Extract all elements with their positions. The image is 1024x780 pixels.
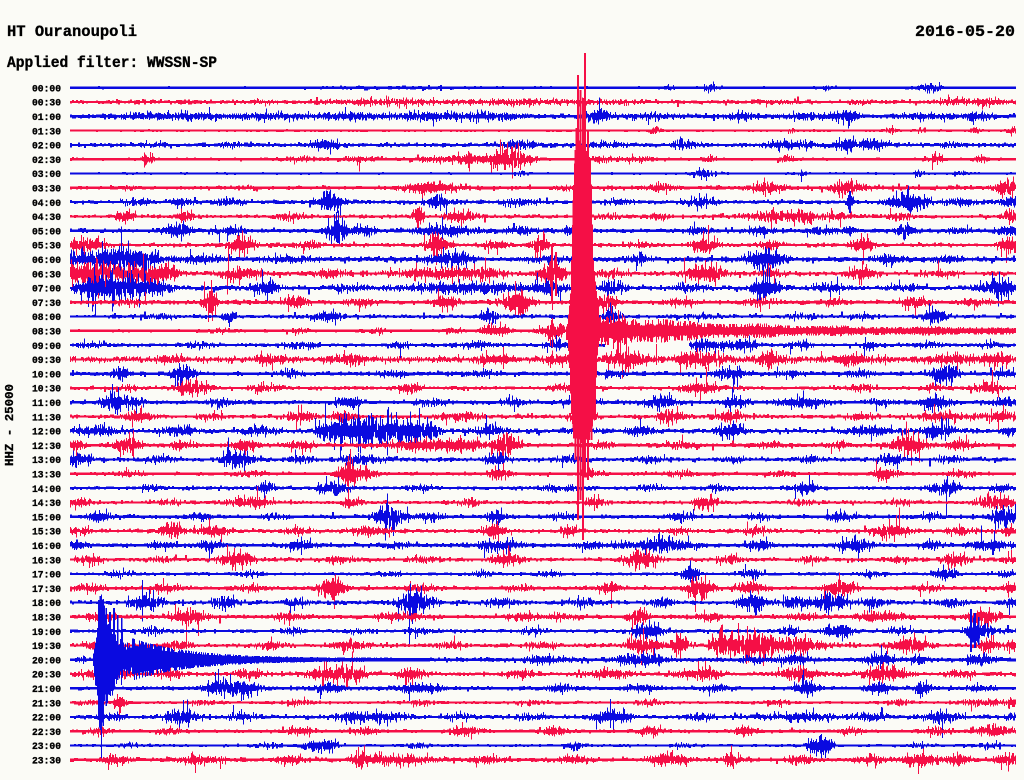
svg-text:20:00: 20:00 bbox=[32, 655, 61, 667]
svg-text:06:30: 06:30 bbox=[32, 269, 61, 281]
svg-text:06:00: 06:00 bbox=[32, 255, 61, 267]
svg-text:02:00: 02:00 bbox=[32, 141, 61, 153]
svg-text:Applied filter: WWSSN-SP: Applied filter: WWSSN-SP bbox=[7, 54, 217, 72]
svg-text:20:30: 20:30 bbox=[32, 670, 61, 682]
svg-text:13:00: 13:00 bbox=[32, 455, 61, 467]
svg-text:19:00: 19:00 bbox=[32, 627, 61, 639]
svg-text:HHZ - 25000: HHZ - 25000 bbox=[3, 384, 17, 466]
svg-text:13:30: 13:30 bbox=[32, 470, 61, 482]
svg-text:00:30: 00:30 bbox=[32, 98, 61, 110]
svg-text:22:00: 22:00 bbox=[32, 713, 61, 725]
svg-text:21:00: 21:00 bbox=[32, 684, 61, 696]
svg-text:02:30: 02:30 bbox=[32, 155, 61, 167]
svg-text:14:00: 14:00 bbox=[32, 484, 61, 496]
svg-text:15:30: 15:30 bbox=[32, 527, 61, 539]
svg-text:11:00: 11:00 bbox=[32, 398, 61, 410]
svg-text:23:00: 23:00 bbox=[32, 741, 61, 753]
svg-text:18:30: 18:30 bbox=[32, 613, 61, 625]
svg-text:15:00: 15:00 bbox=[32, 512, 61, 524]
svg-text:HT Ouranoupoli: HT Ouranoupoli bbox=[7, 23, 137, 41]
svg-text:01:00: 01:00 bbox=[32, 112, 61, 124]
svg-text:05:30: 05:30 bbox=[32, 241, 61, 253]
svg-text:09:00: 09:00 bbox=[32, 341, 61, 353]
svg-text:22:30: 22:30 bbox=[32, 727, 61, 739]
svg-text:07:30: 07:30 bbox=[32, 298, 61, 310]
svg-text:09:30: 09:30 bbox=[32, 355, 61, 367]
svg-text:12:00: 12:00 bbox=[32, 427, 61, 439]
svg-text:04:30: 04:30 bbox=[32, 212, 61, 224]
svg-text:12:30: 12:30 bbox=[32, 441, 61, 453]
svg-text:19:30: 19:30 bbox=[32, 641, 61, 653]
svg-text:2016-05-20: 2016-05-20 bbox=[915, 23, 1015, 41]
svg-text:23:30: 23:30 bbox=[32, 756, 61, 768]
svg-text:10:00: 10:00 bbox=[32, 369, 61, 381]
svg-text:17:30: 17:30 bbox=[32, 584, 61, 596]
svg-text:11:30: 11:30 bbox=[32, 412, 61, 424]
svg-text:07:00: 07:00 bbox=[32, 284, 61, 296]
svg-text:01:30: 01:30 bbox=[32, 126, 61, 138]
svg-text:00:00: 00:00 bbox=[32, 83, 61, 95]
svg-text:17:00: 17:00 bbox=[32, 570, 61, 582]
svg-text:03:30: 03:30 bbox=[32, 184, 61, 196]
svg-text:05:00: 05:00 bbox=[32, 226, 61, 238]
svg-text:08:00: 08:00 bbox=[32, 312, 61, 324]
svg-text:14:30: 14:30 bbox=[32, 498, 61, 510]
svg-text:03:00: 03:00 bbox=[32, 169, 61, 181]
svg-text:08:30: 08:30 bbox=[32, 327, 61, 339]
svg-text:04:00: 04:00 bbox=[32, 198, 61, 210]
svg-text:18:00: 18:00 bbox=[32, 598, 61, 610]
svg-text:10:30: 10:30 bbox=[32, 384, 61, 396]
svg-text:21:30: 21:30 bbox=[32, 698, 61, 710]
svg-text:16:00: 16:00 bbox=[32, 541, 61, 553]
svg-text:16:30: 16:30 bbox=[32, 555, 61, 567]
